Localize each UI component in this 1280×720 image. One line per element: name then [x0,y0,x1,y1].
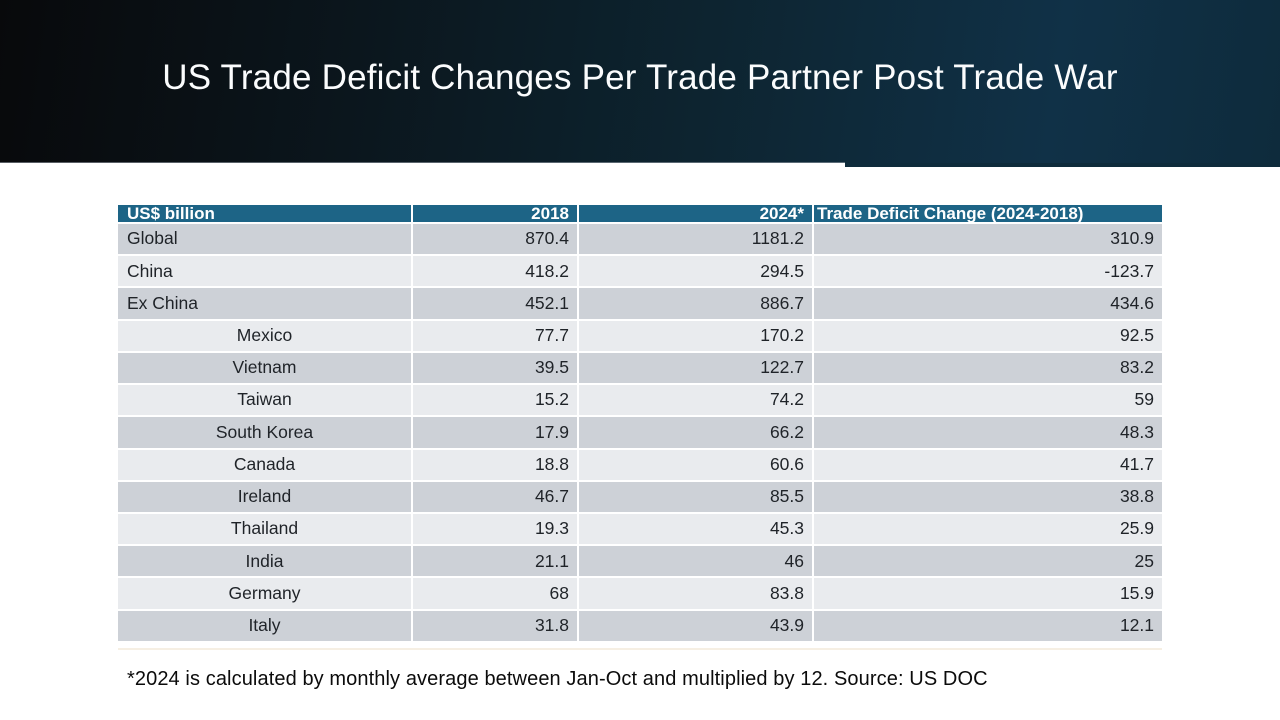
table-row: Germany 68 83.8 15.9 [118,576,1162,609]
table-row: Mexico 77.7 170.2 92.5 [118,318,1162,351]
row-label: Ireland [118,479,411,512]
row-label: Global [118,222,411,255]
cell-value: 21.1 [411,544,577,577]
table-row: Ireland 46.7 85.5 38.8 [118,479,1162,512]
cell-value: 434.6 [812,286,1162,319]
cell-value: 92.5 [812,318,1162,351]
cell-value: 15.2 [411,383,577,416]
cell-value: 17.9 [411,415,577,448]
row-label: Mexico [118,318,411,351]
slide-title: US Trade Deficit Changes Per Trade Partn… [162,58,1118,97]
cell-value: 48.3 [812,415,1162,448]
column-header-unit: US$ billion [118,205,411,222]
column-header-2024: 2024* [577,205,812,222]
table-row: India 21.1 46 25 [118,544,1162,577]
row-label: Italy [118,608,411,641]
cell-value: 46 [577,544,812,577]
cell-value: 45.3 [577,511,812,545]
cell-value: 15.9 [812,576,1162,609]
footnote: *2024 is calculated by monthly average b… [127,668,988,690]
cell-value: 25.9 [812,511,1162,545]
cell-value: 41.7 [812,447,1162,480]
cell-value: 122.7 [577,350,812,384]
cell-value: 77.7 [411,318,577,351]
table-row: Italy 31.8 43.9 12.1 [118,608,1162,641]
cell-value: 85.5 [577,479,812,512]
table-header-row: US$ billion 2018 2024* Trade Deficit Cha… [118,205,1162,222]
cell-value: 39.5 [411,350,577,384]
table-row: Canada 18.8 60.6 41.7 [118,447,1162,480]
trade-deficit-table: US$ billion 2018 2024* Trade Deficit Cha… [118,205,1162,641]
row-label: South Korea [118,415,411,448]
cell-value: 294.5 [577,254,812,287]
banner-bottom-hairline [0,162,845,163]
title-banner: US Trade Deficit Changes Per Trade Partn… [0,0,1280,163]
row-label: Vietnam [118,350,411,384]
cell-value: 1181.2 [577,222,812,255]
cell-value: 25 [812,544,1162,577]
row-label: Germany [118,576,411,609]
table-row: Thailand 19.3 45.3 25.9 [118,511,1162,545]
cell-value: 18.8 [411,447,577,480]
cell-value: 38.8 [812,479,1162,512]
column-header-2018: 2018 [411,205,577,222]
table-row: Global 870.4 1181.2 310.9 [118,222,1162,255]
cell-value: 19.3 [411,511,577,545]
table-row: China 418.2 294.5 -123.7 [118,254,1162,287]
table-row: Taiwan 15.2 74.2 59 [118,383,1162,416]
banner-bottom-step [845,163,1280,167]
row-label: China [118,254,411,287]
cell-value: 46.7 [411,479,577,512]
cell-value: 310.9 [812,222,1162,255]
cell-value: 43.9 [577,608,812,641]
cell-value: -123.7 [812,254,1162,287]
row-label: Thailand [118,511,411,545]
cell-value: 68 [411,576,577,609]
table-row: Ex China 452.1 886.7 434.6 [118,286,1162,319]
cell-value: 886.7 [577,286,812,319]
cell-value: 60.6 [577,447,812,480]
row-label: India [118,544,411,577]
row-label: Taiwan [118,383,411,416]
cell-value: 452.1 [411,286,577,319]
cell-value: 870.4 [411,222,577,255]
cell-value: 83.8 [577,576,812,609]
table-row: Vietnam 39.5 122.7 83.2 [118,350,1162,384]
table-row: South Korea 17.9 66.2 48.3 [118,415,1162,448]
cell-value: 31.8 [411,608,577,641]
cell-value: 170.2 [577,318,812,351]
cell-value: 66.2 [577,415,812,448]
table-underline [118,648,1162,650]
row-label: Canada [118,447,411,480]
cell-value: 83.2 [812,350,1162,384]
cell-value: 59 [812,383,1162,416]
cell-value: 12.1 [812,608,1162,641]
row-label: Ex China [118,286,411,319]
column-header-change: Trade Deficit Change (2024-2018) [812,205,1162,222]
cell-value: 74.2 [577,383,812,416]
cell-value: 418.2 [411,254,577,287]
